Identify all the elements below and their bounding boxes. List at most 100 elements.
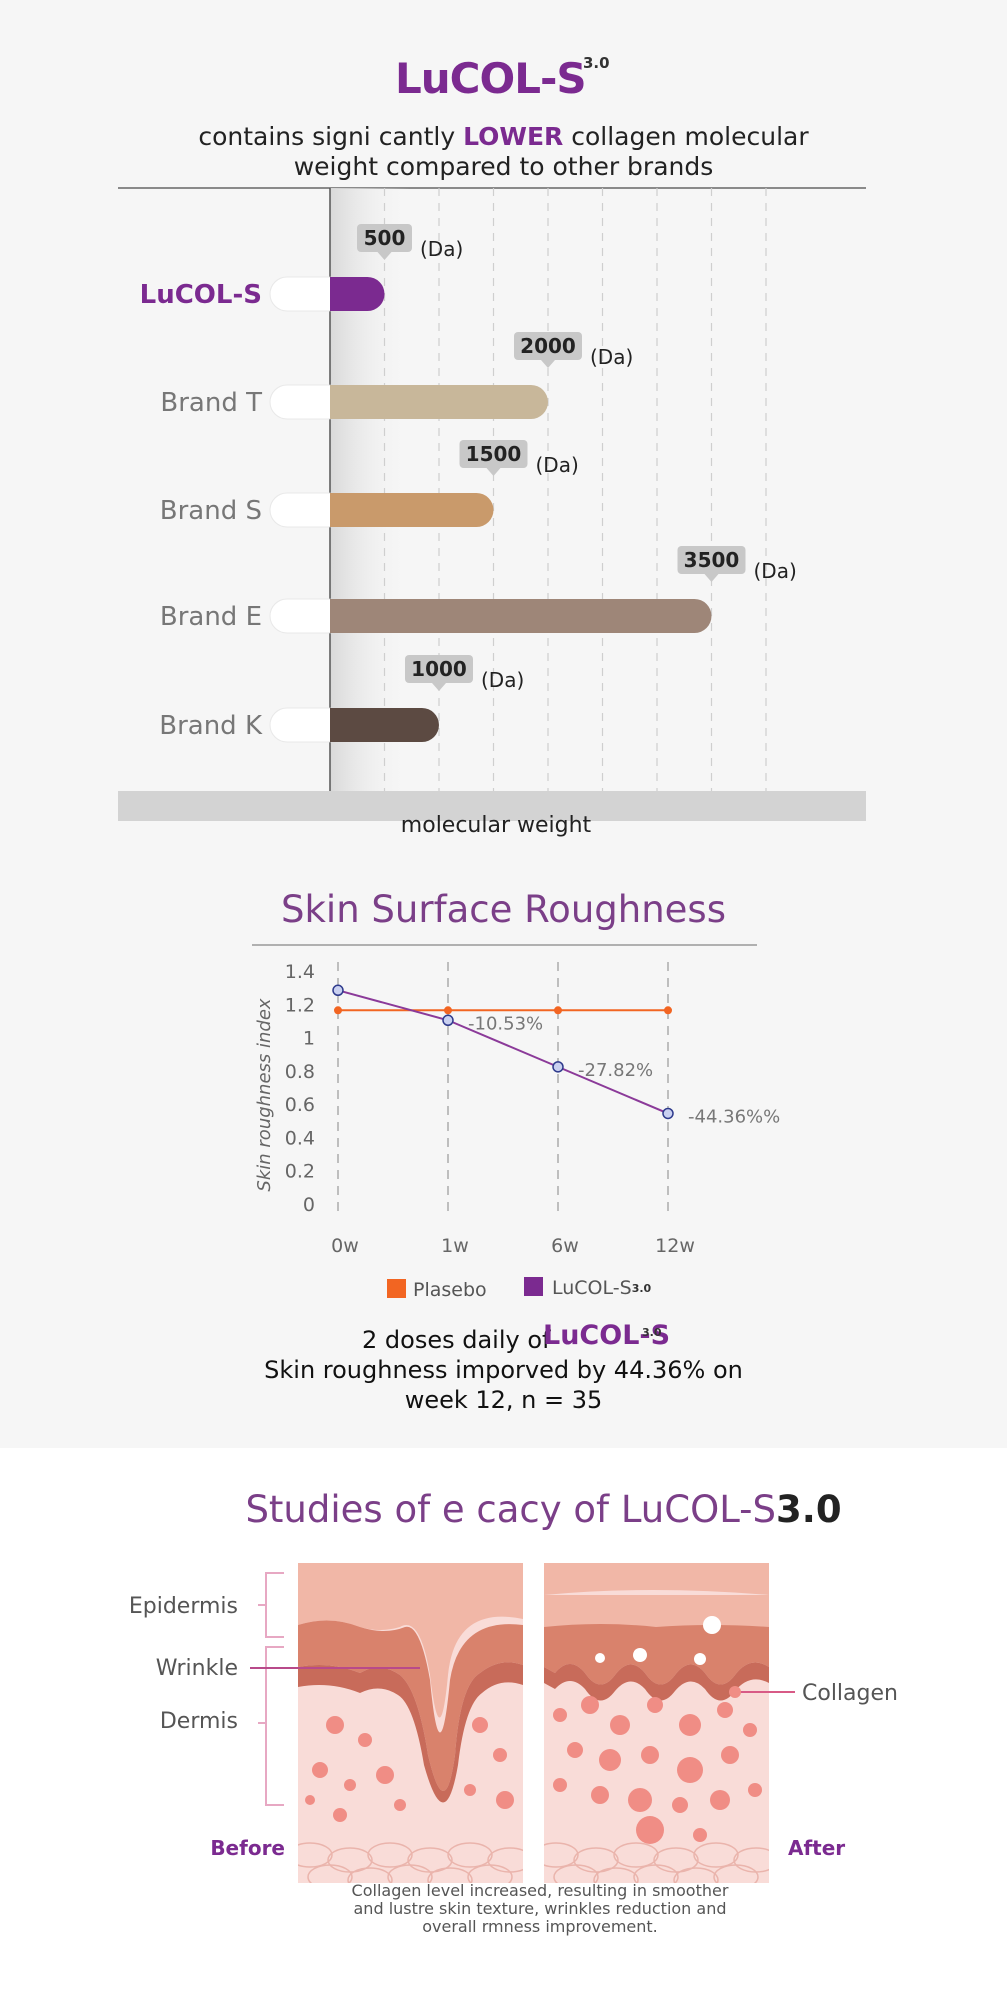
category-label: Brand K: [159, 711, 263, 741]
y-tick-label: 0.2: [285, 1161, 315, 1183]
x-tick-label: 0w: [331, 1235, 359, 1257]
value-callout-tail: [377, 252, 392, 260]
subtitle-post: collagen molecular: [563, 122, 809, 151]
dermis-bracket: [258, 1646, 284, 1806]
label-dermis: Dermis: [160, 1709, 238, 1734]
x-tick-label: 6w: [551, 1235, 579, 1257]
skin-illustration: Epidermis Wrinkle Dermis Collagen Before…: [129, 1563, 898, 1883]
bar: [330, 493, 494, 527]
value-label: 3500: [684, 548, 740, 572]
label-wrinkle: Wrinkle: [156, 1656, 238, 1681]
unit-label: (Da): [481, 668, 524, 692]
series-point: [334, 1006, 342, 1015]
label-before: Before: [210, 1836, 285, 1860]
y-tick-label: 1.2: [285, 994, 315, 1016]
series-point: [554, 1006, 562, 1015]
series-point: [442, 1014, 454, 1027]
value-callout-tail: [486, 468, 501, 476]
molecular-weight-bar-chart: LuCOL-S 500 (Da) Brand T 2000 (Da) Brand S 1500…: [118, 187, 866, 838]
studies-caption: Collagen level increased, resulting in s…: [0, 1882, 1007, 1936]
series-point: [662, 1107, 674, 1120]
bar: [330, 599, 712, 633]
x-axis-label: molecular weight: [401, 813, 592, 838]
subtitle-emph: LOWER: [463, 122, 564, 151]
summary-line2: Skin roughness imporved by 44.36% on: [264, 1356, 743, 1384]
value-callout: [677, 546, 746, 574]
summary-line1: 2 doses daily of LuCOL-S 3.0: [0, 1321, 1007, 1355]
roughness-line-chart: Skin roughness index 1.4 1.2 1 0.8 0.6 0.4 0.2…: [252, 944, 780, 1301]
xaxis-band: [118, 791, 866, 821]
y-tick-label: 0.8: [285, 1061, 315, 1083]
caption-line3: overall rmness improvement.: [422, 1917, 658, 1936]
value-callout: [357, 224, 412, 252]
summary-logo-version: 3.0: [642, 1326, 662, 1339]
value-label: 1500: [466, 442, 522, 466]
header-subtitle: contains signi cantly LOWER collagen mol…: [0, 122, 1007, 182]
bar: [330, 385, 548, 419]
y-tick-label: 0.6: [285, 1094, 315, 1116]
unit-label: (Da): [536, 453, 579, 477]
unit-label: (Da): [420, 237, 463, 261]
category-label: Brand T: [160, 388, 262, 418]
change-annotation: -44.36%%: [688, 1106, 780, 1127]
bar: [330, 708, 439, 742]
subtitle-line2: weight compared to other brands: [293, 152, 714, 181]
value-callout-tail: [432, 683, 446, 691]
category-label: Brand S: [160, 496, 262, 526]
legend-lucol-swatch: [524, 1277, 543, 1296]
value-callout: [405, 655, 473, 683]
legend-placebo-swatch: [387, 1279, 406, 1298]
change-annotation: -10.53%: [468, 1013, 543, 1034]
summary-block: 2 doses daily of LuCOL-S 3.0 Skin roughn…: [0, 1321, 1007, 1415]
summary-line1-text: 2 doses daily of: [362, 1326, 551, 1354]
change-annotation: -27.82%: [578, 1060, 653, 1081]
line-chart-title: Skin Surface Roughness: [281, 888, 726, 931]
value-label: 1000: [411, 657, 467, 681]
caption-line1: Collagen level increased, resulting in s…: [351, 1881, 729, 1900]
y-tick-label: 0.4: [285, 1127, 315, 1149]
category-label: LuCOL-S: [140, 280, 262, 310]
legend-placebo-label: Plasebo: [413, 1279, 487, 1301]
studies-title-bold: 3.0: [776, 1488, 842, 1531]
y-tick-label: 0: [303, 1194, 315, 1216]
top-section: [0, 0, 1007, 1448]
summary-line3: week 12, n = 35: [404, 1386, 603, 1414]
value-callout-tail: [704, 574, 719, 582]
label-collagen: Collagen: [802, 1681, 898, 1706]
legend-lucol-label: LuCOL-S3.0: [552, 1277, 652, 1299]
legend-lucol-sup: 3.0: [632, 1282, 652, 1295]
studies-title-text: Studies of e cacy of LuCOL-S: [245, 1488, 777, 1531]
value-label: 500: [364, 226, 406, 250]
value-label: 2000: [520, 334, 576, 358]
value-callout: [514, 332, 582, 360]
series-point: [444, 1006, 452, 1015]
value-callout-tail: [541, 360, 555, 368]
epidermis-bracket: [258, 1572, 284, 1638]
series-point: [664, 1006, 672, 1015]
collagen-pointer-dot: [729, 1686, 741, 1698]
series-line: [337, 989, 669, 1115]
unit-label: (Da): [590, 345, 633, 369]
x-tick-label: 12w: [655, 1235, 695, 1257]
value-callout: [459, 440, 528, 468]
series-point: [552, 1061, 564, 1073]
category-label: Brand E: [160, 602, 262, 632]
y-tick-label: 1.4: [285, 961, 315, 983]
y-axis-label: Skin roughness index: [254, 998, 275, 1192]
logo-version: 3.0: [583, 54, 610, 72]
label-epidermis: Epidermis: [129, 1594, 238, 1619]
summary-logo: LuCOL-S: [543, 1320, 671, 1351]
caption-line2: and lustre skin texture, wrinkles reduct…: [353, 1899, 727, 1918]
after-skin-panel: [544, 1563, 769, 1883]
before-skin-panel: [298, 1563, 523, 1883]
header-logo: LuCOL-S 3.0: [395, 52, 615, 112]
label-after: After: [788, 1836, 845, 1860]
bar: [330, 277, 385, 311]
studies-title: Studies of e cacy of LuCOL-S3.0: [40, 1488, 1007, 1531]
logo-text: LuCOL-S: [395, 54, 587, 103]
series-point: [332, 984, 344, 997]
y-tick-label: 1: [303, 1028, 315, 1050]
x-tick-label: 1w: [441, 1235, 469, 1257]
subtitle-pre: contains signi cantly: [198, 122, 464, 151]
legend-lucol-name: LuCOL-S: [552, 1277, 632, 1299]
